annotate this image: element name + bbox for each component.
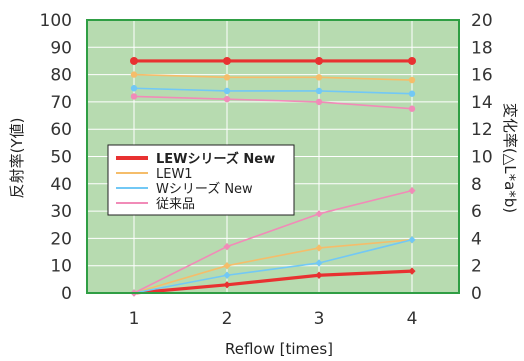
reflectance-series-2-point (315, 74, 323, 81)
reflectance-series-3-point (315, 87, 323, 95)
change-series-1-point (315, 271, 323, 279)
change-series-1-point (223, 281, 231, 289)
legend-label: LEWシリーズ New (156, 151, 275, 167)
change-series-2-point (315, 244, 323, 252)
legend-label: LEW1 (156, 167, 193, 182)
change-series-1-line (132, 269, 414, 295)
reflectance-series-1-point (315, 56, 323, 65)
legend-label: Wシリーズ New (156, 181, 253, 197)
y-right-tick-label: 20 (471, 11, 493, 31)
reflectance-series-3-point (408, 90, 416, 97)
reflectance-series-4-point (223, 95, 231, 103)
reflectance-series-3-line (133, 87, 413, 95)
y-left-tick-label: 90 (50, 38, 72, 58)
reflectance-series-2-point (408, 76, 416, 84)
y-right-tick-label: 0 (471, 284, 482, 304)
tick-layer: 0102030405060708090100024681012141618201… (40, 11, 493, 329)
reflectance-series-2-line (133, 73, 413, 81)
plot-frame (86, 19, 460, 294)
reflectance-series-3-point (223, 87, 231, 95)
change-series-4-point (223, 242, 231, 251)
y-right-tick-label: 10 (471, 148, 493, 168)
reflectance-series-4-point (408, 105, 416, 112)
reflectance-series-1-point (130, 56, 138, 65)
x-tick-label: 2 (222, 309, 233, 329)
y-left-tick-label: 0 (61, 284, 72, 304)
y-left-tick-label: 30 (50, 202, 72, 222)
change-series-2-point (223, 262, 231, 270)
change-series-4-line (133, 189, 413, 294)
x-axis-title: Reflow [times] (225, 340, 333, 358)
series-layer (130, 56, 416, 297)
y-right-tick-label: 12 (471, 120, 493, 140)
x-tick-label: 4 (407, 309, 418, 329)
y-right-tick-label: 14 (471, 93, 493, 113)
y-right-tick-label: 2 (471, 257, 482, 277)
y-right-tick-label: 16 (471, 66, 493, 86)
reflectance-series-4-line (133, 95, 413, 110)
y-left-tick-label: 80 (50, 66, 72, 86)
y-left-tick-label: 100 (40, 11, 72, 31)
y-left-tick-label: 40 (50, 175, 72, 195)
y-axis-title-left: 反射率(Y値) (8, 118, 26, 199)
reflectance-series-3-point (130, 85, 138, 92)
y-axis-title-right: 変化率(△L*a*b) (501, 103, 519, 213)
reflectance-series-2-point (223, 74, 231, 81)
change-series-4-point (408, 187, 416, 195)
change-series-2-line (133, 238, 413, 294)
x-tick-label: 3 (314, 309, 325, 329)
reflectance-series-2-point (130, 71, 138, 78)
change-series-3-point (408, 236, 416, 244)
y-left-tick-label: 60 (50, 120, 72, 140)
change-series-1-point (408, 267, 416, 275)
y-right-tick-label: 18 (471, 38, 493, 58)
y-right-tick-label: 6 (471, 202, 482, 222)
y-left-tick-label: 20 (50, 229, 72, 249)
y-left-tick-label: 50 (50, 148, 72, 168)
reflectance-series-1-point (223, 56, 231, 65)
reflectance-series-4-point (130, 93, 138, 100)
y-left-tick-label: 70 (50, 93, 72, 113)
y-right-tick-label: 4 (471, 229, 482, 249)
reflectance-series-4-point (315, 98, 323, 106)
change-series-4-point (315, 210, 323, 218)
y-right-tick-label: 8 (471, 175, 482, 195)
legend-label: 従来品 (156, 197, 195, 212)
change-series-3-point (315, 259, 323, 267)
x-tick-label: 1 (129, 309, 140, 329)
y-left-tick-label: 10 (50, 257, 72, 277)
change-series-3-line (133, 238, 413, 294)
reflectance-series-1-point (408, 56, 416, 65)
change-series-3-point (223, 271, 231, 279)
